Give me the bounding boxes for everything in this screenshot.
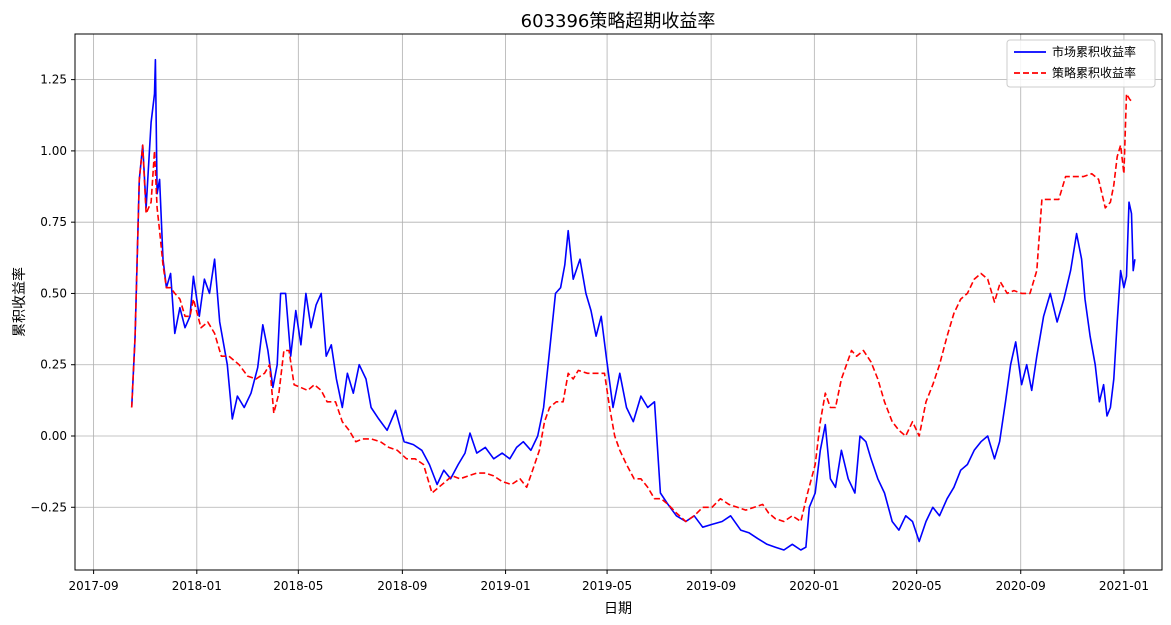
x-tick-label: 2019-09 xyxy=(686,579,736,593)
legend-label-market: 市场累积收益率 xyxy=(1052,44,1136,59)
x-tick-label: 2019-05 xyxy=(582,579,632,593)
x-tick-label: 2021-01 xyxy=(1099,579,1149,593)
x-tick-label: 2020-09 xyxy=(996,579,1046,593)
legend: 市场累积收益率 策略累积收益率 xyxy=(1006,39,1156,88)
y-tick-label: 0.75 xyxy=(40,215,67,229)
x-tick-label: 2018-01 xyxy=(172,579,222,593)
grid xyxy=(75,34,1162,570)
y-tick-label: 0.00 xyxy=(40,429,67,443)
x-tick-label: 2019-01 xyxy=(481,579,531,593)
series-line-strategy xyxy=(130,93,1134,523)
x-tick-label: 2018-05 xyxy=(273,579,323,593)
y-tick-label: 1.25 xyxy=(40,73,67,87)
y-tick-label: 0.25 xyxy=(40,358,67,372)
x-tick-label: 2020-01 xyxy=(789,579,839,593)
y-tick-label: 0.50 xyxy=(40,286,67,300)
series-layer xyxy=(130,58,1136,551)
y-axis-title: 累积收益率 xyxy=(11,267,28,337)
tick-layer: 2017-09 2018-01 2018-05 2018-09 2019-01 2019-… xyxy=(30,73,1149,593)
x-tick-label: 2017-09 xyxy=(69,579,119,593)
y-tick-label: 1.00 xyxy=(40,144,67,158)
x-tick-label: 2018-09 xyxy=(377,579,427,593)
x-tick-label: 2020-05 xyxy=(892,579,942,593)
y-tick-label: −0.25 xyxy=(30,500,67,514)
chart-title: 603396策略超期收益率 xyxy=(521,11,716,32)
series-line-market xyxy=(130,58,1136,551)
x-axis-title: 日期 xyxy=(604,601,632,617)
legend-label-strategy: 策略累积收益率 xyxy=(1052,65,1136,80)
plot-frame xyxy=(74,33,1163,571)
